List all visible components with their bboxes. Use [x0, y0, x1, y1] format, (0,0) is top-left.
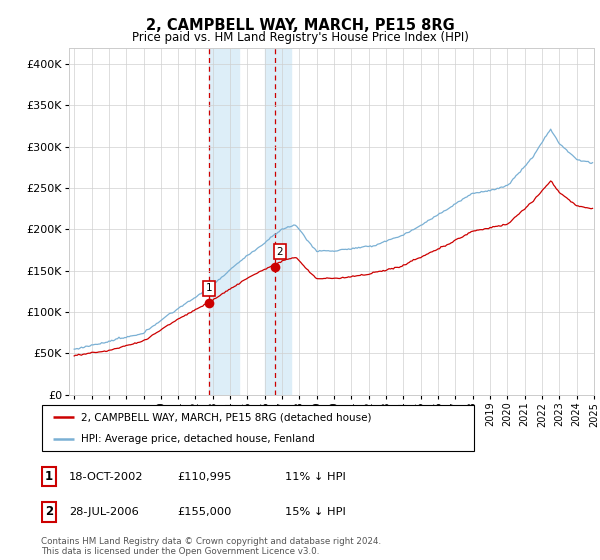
FancyBboxPatch shape [42, 466, 56, 487]
Text: 1: 1 [206, 283, 212, 293]
Text: 1: 1 [45, 470, 53, 483]
Text: This data is licensed under the Open Government Licence v3.0.: This data is licensed under the Open Gov… [41, 548, 319, 557]
Bar [265, 48, 291, 395]
Text: 28-JUL-2006: 28-JUL-2006 [69, 507, 139, 517]
Text: 2, CAMPBELL WAY, MARCH, PE15 8RG (detached house): 2, CAMPBELL WAY, MARCH, PE15 8RG (detach… [81, 412, 371, 422]
Text: HPI: Average price, detached house, Fenland: HPI: Average price, detached house, Fenl… [81, 435, 314, 444]
Text: 11% ↓ HPI: 11% ↓ HPI [285, 472, 346, 482]
Text: £110,995: £110,995 [177, 472, 232, 482]
Text: Contains HM Land Registry data © Crown copyright and database right 2024.: Contains HM Land Registry data © Crown c… [41, 538, 381, 547]
Text: Price paid vs. HM Land Registry's House Price Index (HPI): Price paid vs. HM Land Registry's House … [131, 31, 469, 44]
Text: 15% ↓ HPI: 15% ↓ HPI [285, 507, 346, 517]
Text: £155,000: £155,000 [177, 507, 232, 517]
Text: 2: 2 [277, 247, 283, 256]
Text: 2, CAMPBELL WAY, MARCH, PE15 8RG: 2, CAMPBELL WAY, MARCH, PE15 8RG [146, 18, 454, 34]
Bar [209, 48, 239, 395]
FancyBboxPatch shape [42, 502, 56, 522]
Text: 2: 2 [45, 505, 53, 519]
FancyBboxPatch shape [42, 405, 474, 451]
Text: 18-OCT-2002: 18-OCT-2002 [69, 472, 143, 482]
